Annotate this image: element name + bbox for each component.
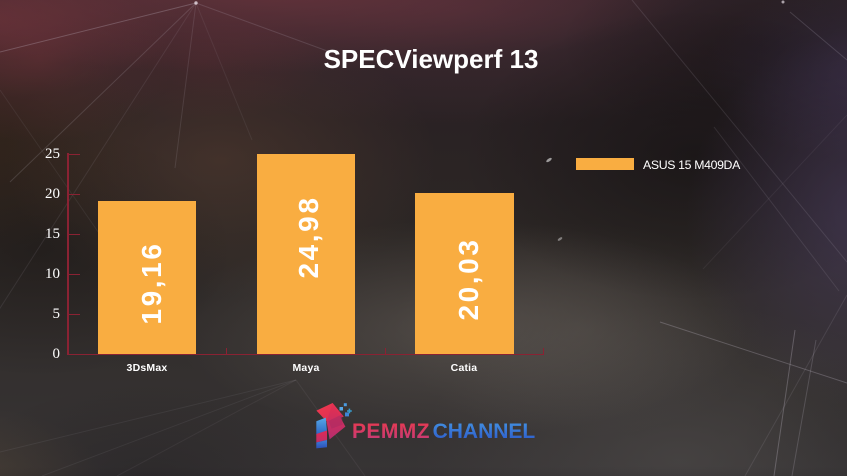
svg-text:PEMMZ: PEMMZ — [352, 420, 430, 443]
svg-text:CHANNEL: CHANNEL — [433, 420, 536, 443]
